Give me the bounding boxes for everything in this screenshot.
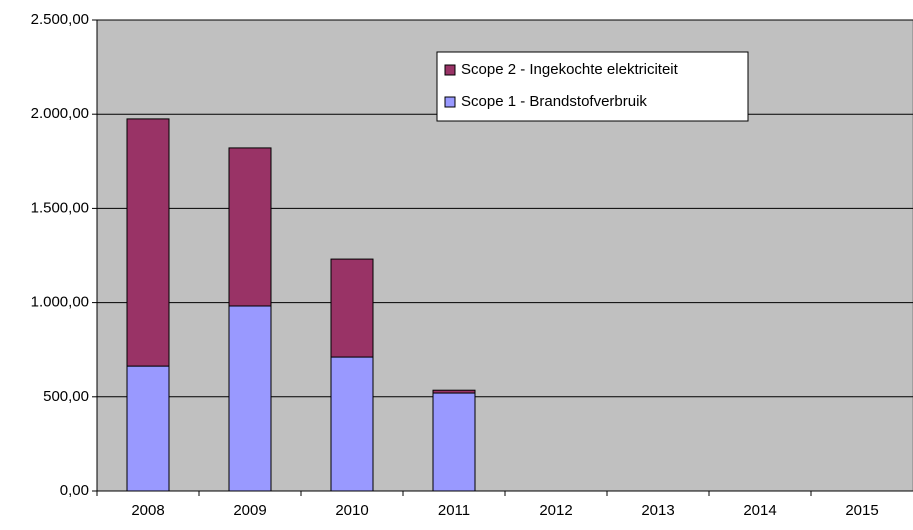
bar-segment [228, 147, 272, 307]
x-tick-label: 2014 [743, 502, 776, 519]
y-tick-label: 2.000,00 [31, 105, 89, 122]
bar-segment [432, 392, 476, 492]
bar-segment [330, 356, 374, 492]
legend-swatch [444, 96, 456, 108]
x-tick-label: 2009 [233, 502, 266, 519]
x-tick-label: 2010 [335, 502, 368, 519]
bar-segment [432, 389, 476, 394]
y-tick-label: 500,00 [43, 388, 89, 405]
bar-segment [228, 305, 272, 492]
y-tick-label: 2.500,00 [31, 11, 89, 28]
y-tick-label: 1.500,00 [31, 199, 89, 216]
y-tick-label: 1.000,00 [31, 294, 89, 311]
x-tick-label: 2013 [641, 502, 674, 519]
legend-box [436, 51, 749, 122]
y-tick-label: 0,00 [60, 482, 89, 499]
bar-segment [126, 118, 170, 367]
legend-swatch [444, 64, 456, 76]
x-tick-label: 2015 [845, 502, 878, 519]
legend-label: Scope 2 - Ingekochte elektriciteit [461, 61, 679, 78]
x-tick-label: 2008 [131, 502, 164, 519]
bar-segment [330, 258, 374, 358]
bar-segment [126, 365, 170, 492]
x-tick-label: 2011 [438, 502, 470, 519]
x-tick-label: 2012 [539, 502, 572, 519]
legend-label: Scope 1 - Brandstofverbruik [461, 93, 647, 110]
